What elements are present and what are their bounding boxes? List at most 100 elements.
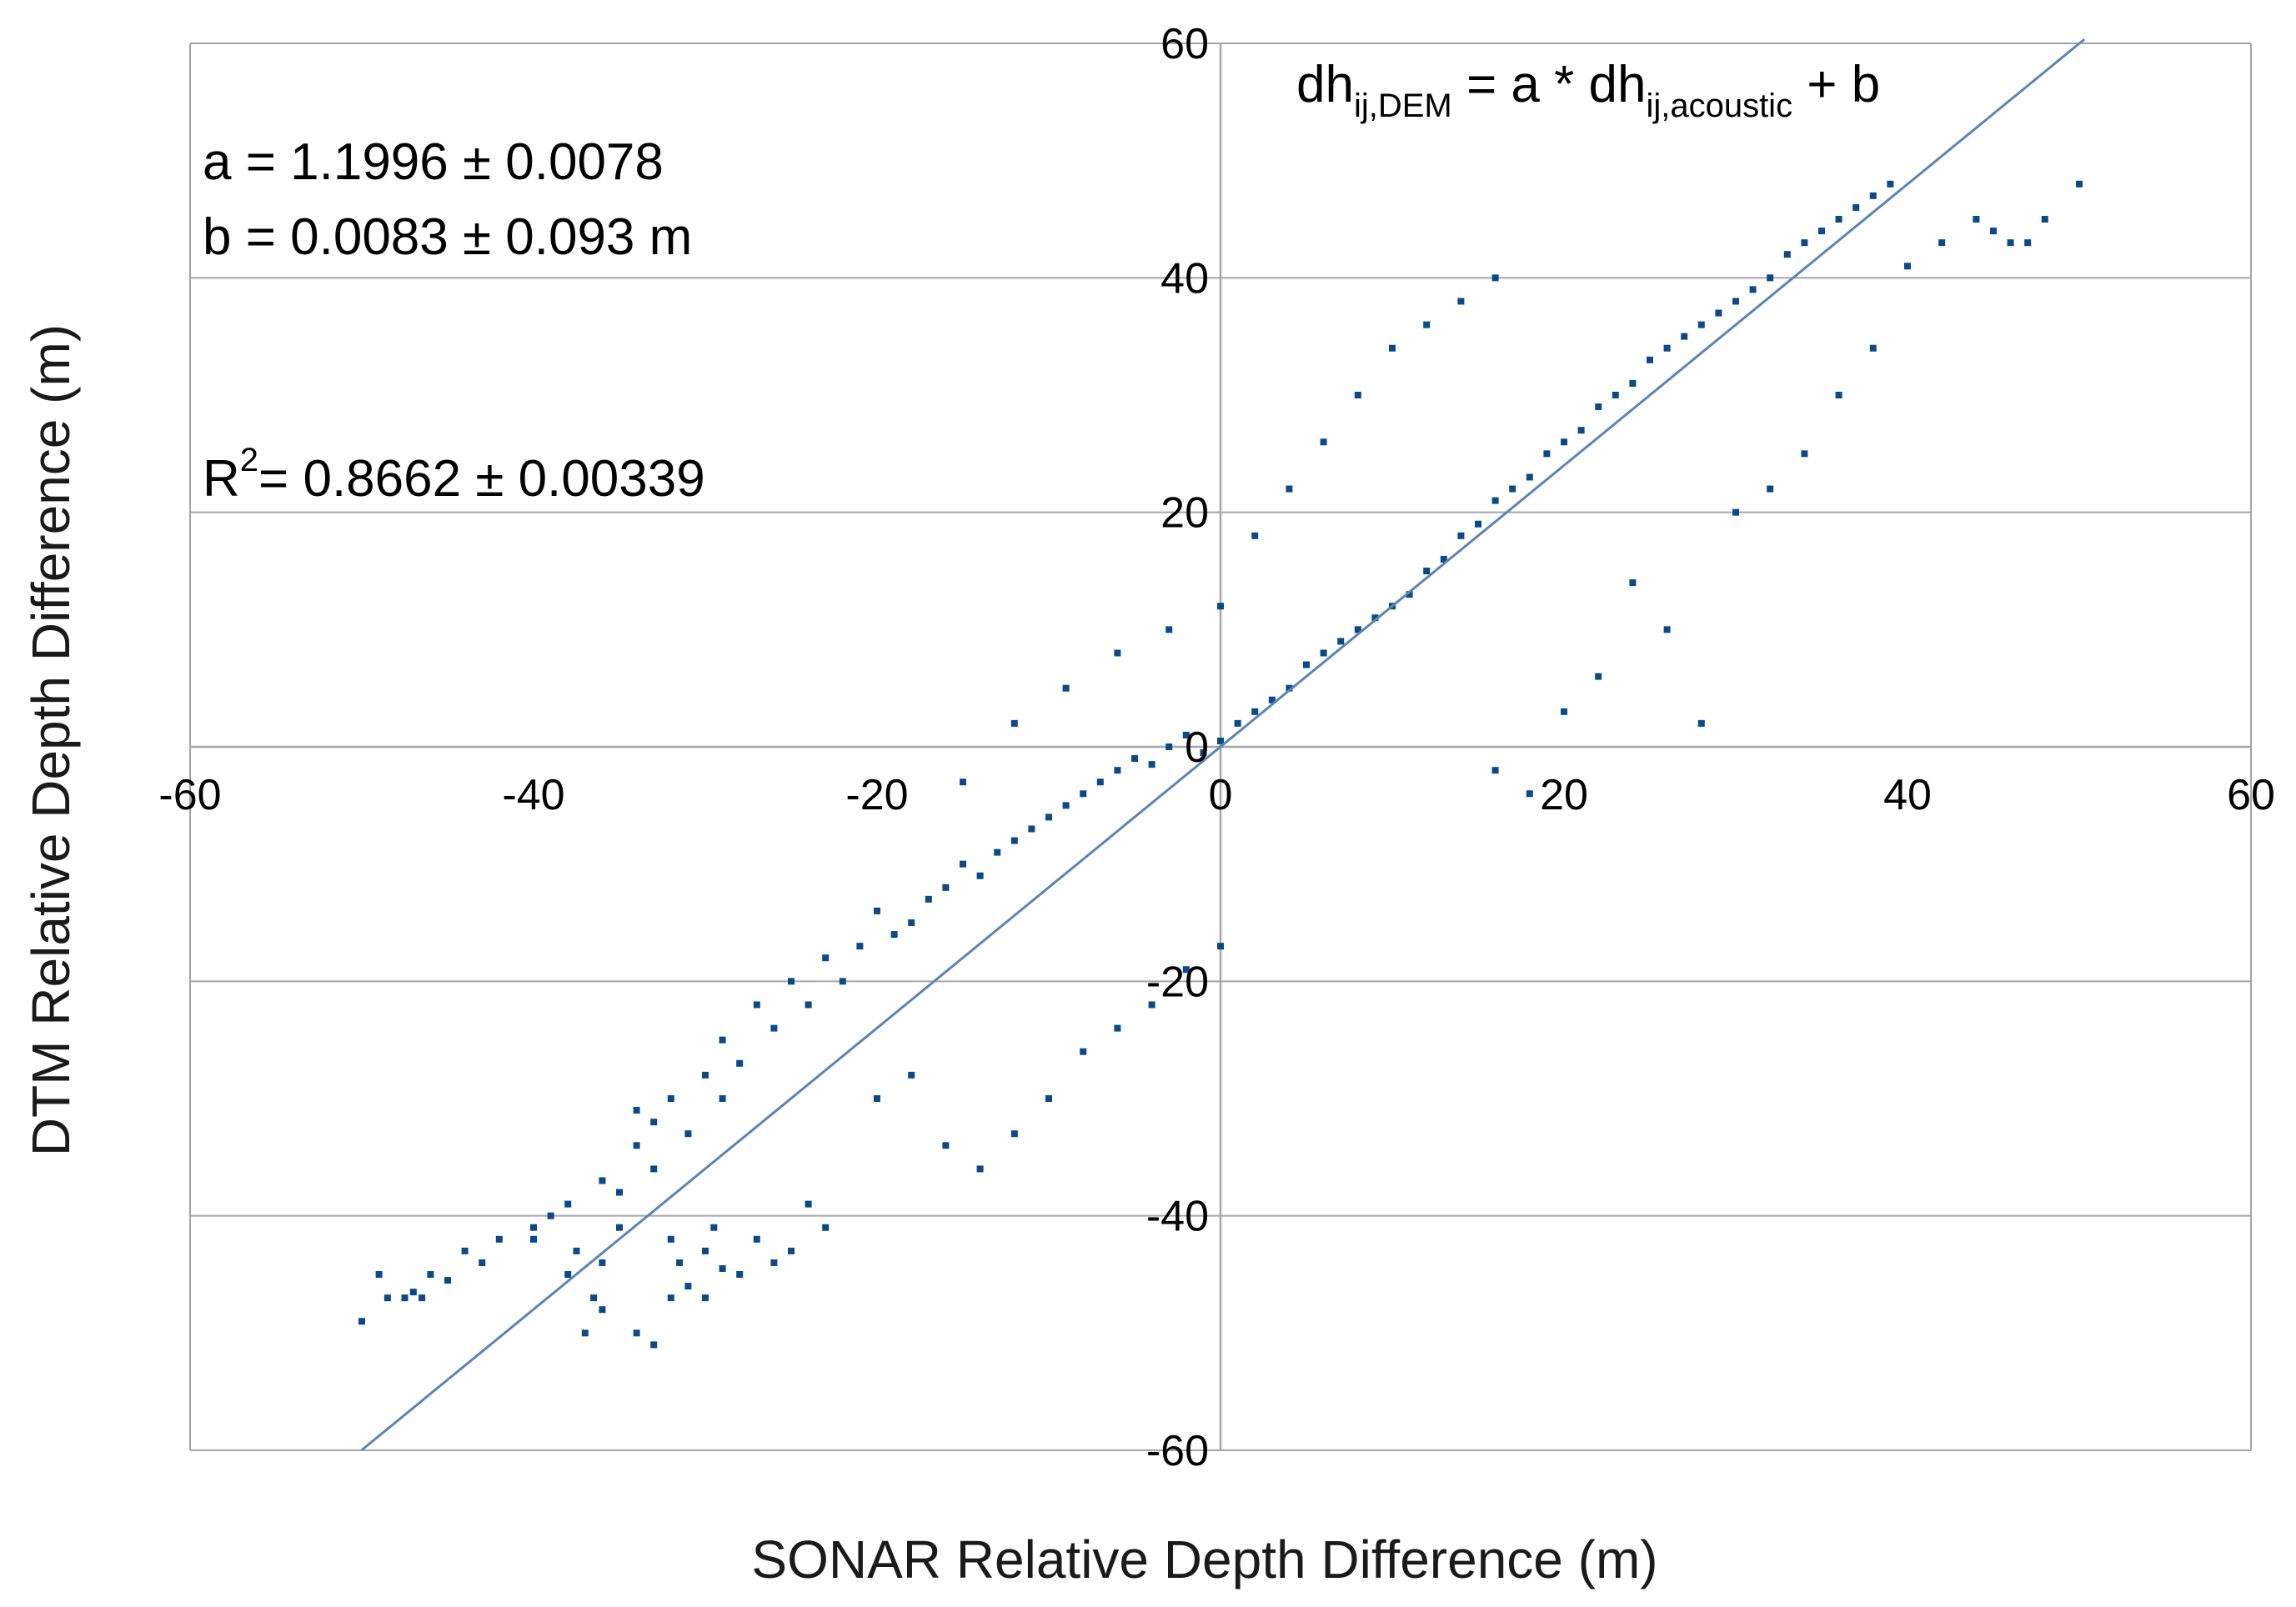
data-point-62 bbox=[1062, 802, 1070, 809]
x-tick-label-60: 60 bbox=[2227, 771, 2275, 819]
data-point-134 bbox=[1457, 298, 1465, 305]
data-point-75 bbox=[1286, 684, 1293, 692]
fit-line bbox=[361, 38, 2086, 1451]
x-tick-label--40: -40 bbox=[502, 771, 564, 819]
data-point-88 bbox=[1509, 485, 1516, 493]
data-point-13 bbox=[564, 1271, 572, 1278]
data-point-18 bbox=[599, 1259, 606, 1266]
x-tick-label-40: 40 bbox=[1883, 771, 1932, 819]
data-point-36 bbox=[822, 1224, 830, 1231]
data-point-144 bbox=[1767, 485, 1774, 493]
data-point-71 bbox=[1217, 737, 1224, 744]
data-point-56 bbox=[960, 860, 966, 868]
data-point-82 bbox=[1406, 591, 1413, 598]
x-tick-label--60: -60 bbox=[158, 771, 221, 819]
data-point-6 bbox=[427, 1271, 434, 1278]
data-point-24 bbox=[667, 1235, 674, 1243]
data-point-94 bbox=[1612, 392, 1619, 398]
x-tick-label-20: 20 bbox=[1540, 771, 1588, 819]
data-point-58 bbox=[994, 849, 1001, 856]
data-point-147 bbox=[1869, 344, 1877, 352]
equation-lhs-subscript: ij,DEM bbox=[1354, 88, 1452, 124]
data-point-148 bbox=[1904, 263, 1911, 270]
data-point-154 bbox=[2041, 216, 2048, 223]
data-point-40 bbox=[684, 1130, 692, 1138]
data-point-73 bbox=[1251, 708, 1259, 715]
data-point-136 bbox=[1629, 579, 1637, 587]
data-point-125 bbox=[1114, 649, 1121, 657]
data-point-66 bbox=[1131, 755, 1138, 763]
data-point-48 bbox=[822, 954, 830, 962]
fit-equation: dhij,DEM = a * dhij,acoustic + b bbox=[1296, 56, 1880, 124]
data-point-100 bbox=[1715, 309, 1722, 317]
data-point-16 bbox=[590, 1294, 598, 1302]
r-squared-superscript: 2 bbox=[240, 442, 258, 478]
data-point-101 bbox=[1732, 298, 1739, 305]
x-axis-title: SONAR Relative Depth Difference (m) bbox=[751, 1529, 1657, 1589]
data-point-123 bbox=[1010, 719, 1018, 727]
data-point-3 bbox=[401, 1294, 409, 1302]
data-point-38 bbox=[650, 1119, 658, 1126]
data-point-150 bbox=[1973, 216, 1980, 223]
data-point-50 bbox=[856, 943, 864, 950]
data-point-149 bbox=[1938, 239, 1946, 247]
data-point-0 bbox=[358, 1318, 365, 1325]
data-point-35 bbox=[805, 1200, 812, 1208]
data-point-98 bbox=[1681, 333, 1688, 340]
data-point-118 bbox=[1114, 1024, 1121, 1032]
data-point-47 bbox=[805, 1001, 812, 1009]
data-point-12 bbox=[547, 1212, 554, 1219]
data-point-53 bbox=[908, 919, 915, 926]
data-point-137 bbox=[1663, 626, 1671, 633]
data-point-110 bbox=[1887, 180, 1894, 188]
data-point-124 bbox=[1062, 684, 1070, 692]
data-point-96 bbox=[1647, 356, 1653, 363]
data-point-85 bbox=[1457, 532, 1465, 539]
data-point-31 bbox=[736, 1271, 744, 1278]
data-point-69 bbox=[1182, 731, 1190, 738]
equation-rhs-subscript: ij,acoustic bbox=[1646, 88, 1792, 124]
data-point-68 bbox=[1166, 743, 1173, 750]
data-point-51 bbox=[874, 907, 880, 914]
data-point-28 bbox=[702, 1247, 709, 1254]
equation-end: + b bbox=[1792, 56, 1880, 113]
data-point-151 bbox=[1990, 228, 1997, 235]
data-point-106 bbox=[1818, 228, 1825, 235]
data-point-59 bbox=[1010, 837, 1018, 844]
data-point-158 bbox=[530, 1235, 537, 1243]
data-point-103 bbox=[1767, 274, 1774, 282]
data-point-115 bbox=[1010, 1130, 1018, 1138]
data-point-76 bbox=[1303, 661, 1310, 668]
data-point-4 bbox=[409, 1289, 417, 1296]
data-point-84 bbox=[1440, 555, 1447, 563]
r-squared-annotation: R2= 0.8662 ± 0.00339 bbox=[203, 442, 705, 508]
y-tick-label-60: 60 bbox=[1161, 20, 1209, 68]
data-point-29 bbox=[710, 1224, 718, 1231]
data-point-111 bbox=[874, 1095, 880, 1102]
data-point-23 bbox=[667, 1294, 674, 1302]
y-tick-label-40: 40 bbox=[1161, 254, 1209, 303]
x-tick-label--20: -20 bbox=[845, 771, 908, 819]
data-point-25 bbox=[676, 1259, 684, 1266]
data-point-152 bbox=[2007, 239, 2014, 247]
data-point-1 bbox=[375, 1271, 383, 1278]
tick-labels: -60 -40 -20 0 20 40 60 -60 -40 -20 0 20 40 60 bbox=[158, 20, 2275, 1475]
data-point-122 bbox=[960, 778, 966, 786]
data-point-95 bbox=[1629, 379, 1637, 387]
data-point-2 bbox=[384, 1294, 391, 1302]
intercept-annotation: b = 0.0083 ± 0.093 m bbox=[203, 208, 692, 266]
data-point-133 bbox=[1423, 321, 1431, 328]
data-point-142 bbox=[1595, 673, 1602, 680]
data-point-80 bbox=[1371, 614, 1379, 622]
y-tick-label--40: -40 bbox=[1146, 1193, 1209, 1241]
data-point-107 bbox=[1835, 216, 1842, 223]
data-point-102 bbox=[1749, 286, 1757, 293]
data-point-43 bbox=[736, 1059, 744, 1067]
data-point-63 bbox=[1080, 790, 1087, 798]
data-point-54 bbox=[925, 895, 932, 903]
data-point-20 bbox=[616, 1189, 623, 1196]
data-point-52 bbox=[890, 931, 898, 939]
data-point-105 bbox=[1801, 239, 1808, 247]
data-point-92 bbox=[1577, 427, 1585, 434]
data-point-97 bbox=[1663, 344, 1671, 352]
